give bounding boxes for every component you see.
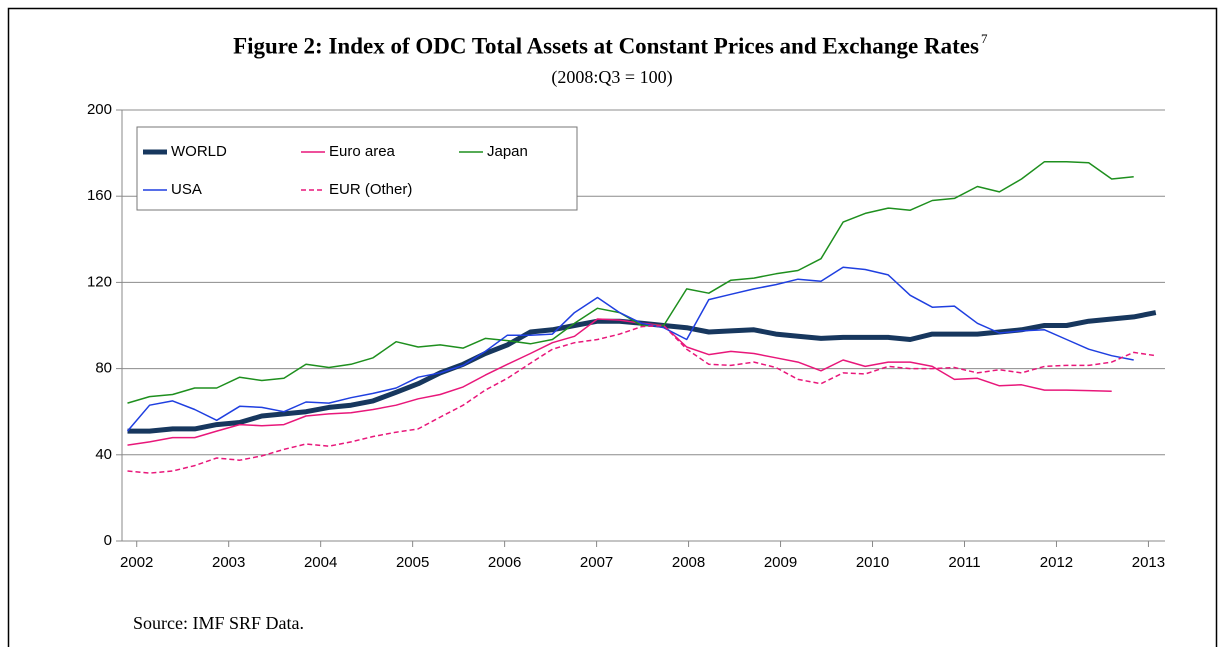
frame [7, 7, 1218, 647]
x-tick-label: 2011 [948, 554, 980, 571]
x-tick-label: 2012 [1040, 554, 1073, 571]
y-tick-label: 40 [95, 446, 112, 463]
x-tick-label: 2008 [672, 554, 705, 571]
x-tick-label: 2009 [764, 554, 797, 571]
series-line [127, 324, 1156, 474]
y-tick-label: 160 [87, 187, 112, 204]
x-tick-label: 2006 [488, 554, 521, 571]
legend-label: USA [171, 181, 202, 198]
chart-title: Figure 2: Index of ODC Total Assets at C… [233, 33, 979, 58]
legend-label: Euro area [329, 143, 396, 160]
series-line [127, 160, 1134, 404]
legend-label: Japan [487, 143, 528, 160]
y-tick-label: 200 [87, 101, 112, 118]
legend-label: EUR (Other) [329, 181, 412, 198]
chart-subtitle: (2008:Q3 = 100) [551, 67, 672, 88]
x-tick-label: 2002 [120, 554, 153, 571]
series-line [127, 318, 1112, 446]
legend-label: WORLD [171, 143, 227, 160]
y-tick-label: 80 [95, 360, 112, 377]
x-tick-label: 2003 [212, 554, 245, 571]
legend-box [136, 126, 578, 211]
series-line [126, 266, 1134, 432]
series-line [127, 310, 1157, 434]
x-tick-label: 2004 [304, 554, 337, 571]
y-tick-label: 120 [87, 273, 112, 290]
title-note: 7 [981, 31, 988, 46]
source-note: Source: IMF SRF Data. [133, 613, 304, 633]
x-tick-label: 2013 [1132, 554, 1165, 571]
x-tick-label: 2005 [396, 554, 429, 571]
y-tick-label: 0 [104, 532, 112, 549]
x-tick-label: 2010 [856, 554, 889, 571]
x-tick-label: 2007 [580, 554, 613, 571]
